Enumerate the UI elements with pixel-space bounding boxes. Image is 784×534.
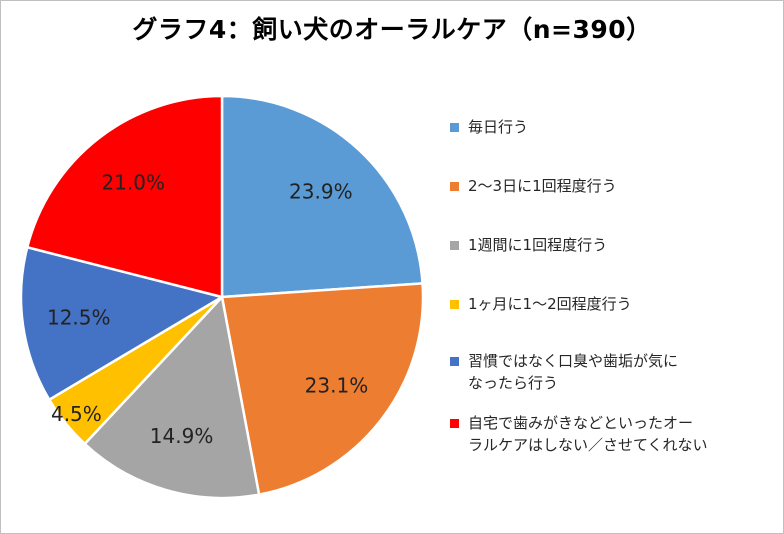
data-label: 23.9% bbox=[289, 179, 353, 203]
data-label: 14.9% bbox=[150, 424, 214, 448]
legend-marker bbox=[450, 123, 459, 132]
pie-slice bbox=[82, 294, 261, 500]
data-label: 12.5% bbox=[47, 306, 111, 330]
data-label: 21.0% bbox=[101, 171, 165, 195]
data-label: 4.5% bbox=[51, 402, 102, 426]
legend-marker bbox=[450, 419, 459, 428]
pie-data-labels: 23.9% 23.1% 14.9% 4.5% 12.5% 21.0% bbox=[47, 171, 368, 448]
legend-label: 毎日行う bbox=[468, 118, 529, 136]
legend-label: 1ヶ月に1～2回程度行う bbox=[468, 295, 632, 313]
chart-title: グラフ4：飼い犬のオーラルケア（n=390） bbox=[132, 15, 652, 44]
legend-label: なったら行う bbox=[468, 374, 559, 392]
pie-slice bbox=[220, 282, 425, 497]
data-label: 23.1% bbox=[305, 374, 369, 398]
legend-label: ラルケアはしない／させてくれない bbox=[468, 436, 708, 454]
legend-marker bbox=[450, 300, 459, 309]
legend-label: 1週間に1回程度行う bbox=[468, 236, 608, 254]
legend-marker bbox=[450, 182, 459, 191]
legend-label: 2～3日に1回程度行う bbox=[468, 177, 617, 195]
pie-slices bbox=[19, 94, 425, 500]
pie-slice bbox=[220, 94, 424, 299]
legend-label: 自宅で歯みがきなどといったオー bbox=[468, 414, 694, 432]
legend-marker bbox=[450, 357, 459, 366]
legend-label: 習慣ではなく口臭や歯垢が気に bbox=[468, 352, 679, 370]
legend-marker bbox=[450, 241, 459, 250]
pie-slice bbox=[25, 94, 224, 299]
